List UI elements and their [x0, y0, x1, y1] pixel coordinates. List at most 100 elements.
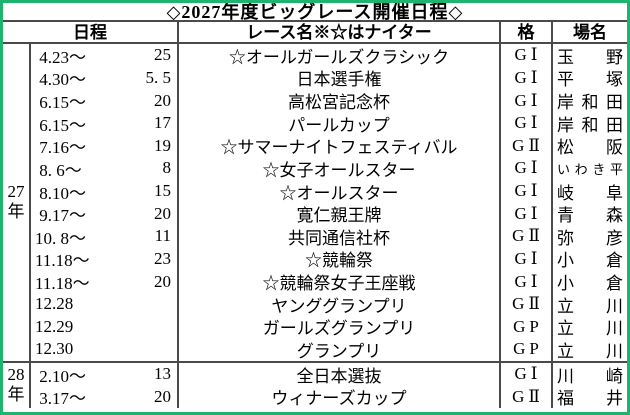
venue-name: 岸和田 [557, 115, 623, 135]
race-cell: ヤンググランプリ [177, 292, 499, 316]
race-cell: ☆女子オールスター [177, 157, 499, 180]
date-start: 3.17～ [35, 389, 86, 409]
race-name: ヤンググランプリ [271, 296, 407, 316]
schedule-row: 9.17～ 20 寛仁親王牌 GⅠ 青森 [31, 202, 627, 225]
date-end: 20 [154, 271, 171, 291]
date-end: 20 [154, 203, 171, 223]
venue-name: 弥彦 [557, 228, 623, 248]
grade-label: GⅠ [514, 90, 542, 110]
venue-cell: 川崎 [551, 362, 627, 386]
venue-cell: 小倉 [551, 247, 627, 270]
venue-cell: 立川 [551, 292, 627, 316]
race-cell: ☆競輪祭 [177, 247, 499, 271]
rows-container: 2.10～ 13 全日本選抜 GⅠ 川崎 3.17～ 20 ウィナーズカップ G… [29, 362, 627, 409]
race-cell: ☆競輪祭女子王座戦 [177, 270, 499, 293]
race-cell: ☆オールガールズクラシック [177, 44, 499, 67]
race-cell: パールカップ [177, 111, 499, 135]
date-start: 12.28 [35, 294, 74, 314]
grade-cell: GⅡ [499, 134, 551, 158]
date-start: 8.10～ [35, 183, 86, 203]
venue-cell: 小倉 [551, 270, 627, 293]
date-end: 11 [154, 226, 171, 246]
grade-cell: GⅠ [499, 179, 551, 203]
schedule-row: 10. 8～ 11 共同通信社杯 GⅡ 弥彦 [31, 225, 627, 248]
rows-container: 4.23～ 25 ☆オールガールズクラシック GⅠ 玉野 4.30～ 5. 5 … [29, 44, 627, 361]
schedule-row: 2.10～ 13 全日本選抜 GⅠ 川崎 [31, 362, 627, 386]
grade-cell: GⅠ [499, 362, 551, 386]
date-cell: 4.30～ 5. 5 [31, 65, 177, 90]
venue-name: 立川 [557, 296, 623, 316]
race-cell: 共同通信社杯 [177, 225, 499, 248]
year-section: 28年 2.10～ 13 全日本選抜 GⅠ 川崎 3.17～ 20 ウィナーズカ… [3, 360, 627, 409]
venue-cell: 平塚 [551, 66, 627, 90]
schedule-row: 8.10～ 15 ☆オールスター GⅠ 岐阜 [31, 179, 627, 203]
race-name: ガールズグランプリ [262, 319, 416, 339]
date-start: 2.10～ [35, 366, 86, 386]
venue-name: 青森 [557, 206, 623, 226]
race-cell: ☆オールスター [177, 179, 499, 203]
date-cell: 7.16～ 19 [31, 133, 177, 158]
venue-cell: 立川 [551, 315, 627, 338]
grade-label: GⅠ [514, 271, 542, 291]
race-name: 共同通信社杯 [288, 228, 390, 248]
race-name: 日本選手権 [296, 70, 382, 90]
date-start: 9.17～ [35, 206, 86, 226]
grade-cell: GⅠ [499, 89, 551, 112]
grade-label: GⅠ [514, 248, 542, 268]
date-cell: 12.28 [31, 294, 177, 314]
header-venue: 場名 [551, 22, 627, 42]
date-cell: 6.15～ 17 [31, 111, 177, 136]
date-end: 15 [154, 181, 171, 201]
venue-cell: 松阪 [551, 134, 627, 157]
race-name: ☆オールガールズクラシック [228, 47, 450, 67]
venue-cell: 岐阜 [551, 179, 627, 203]
venue-name: 立川 [557, 341, 623, 361]
schedule-row: 12.29 ガールズグランプリ GP 立川 [31, 315, 627, 339]
date-cell: 9.17～ 20 [31, 201, 177, 226]
date-end: 20 [154, 386, 171, 406]
year-section: 27年 4.23～ 25 ☆オールガールズクラシック GⅠ 玉野 4.30～ 5… [3, 44, 627, 361]
grade-label: GⅡ [512, 294, 544, 314]
race-name: ☆オールスター [279, 183, 399, 203]
schedule-row: 11.18～ 23 ☆競輪祭 GⅠ 小倉 [31, 247, 627, 271]
venue-name: 平塚 [557, 70, 623, 90]
year-label: 27年 [7, 182, 25, 222]
grade-cell: GⅠ [499, 247, 551, 271]
header-race: レース名※☆はナイター [177, 22, 499, 42]
schedule-row: 12.30 グランプリ GP 立川 [31, 338, 627, 361]
table-header-row: 日程 レース名※☆はナイター 格 場名 [3, 22, 627, 44]
venue-cell: いわき平 [551, 157, 627, 180]
date-cell: 10. 8～ 11 [31, 224, 177, 249]
grade-cell: GP [499, 338, 551, 361]
venue-cell: 岸和田 [551, 89, 627, 112]
grade-cell: GⅡ [499, 385, 551, 408]
table-body: 27年 4.23～ 25 ☆オールガールズクラシック GⅠ 玉野 4.30～ 5… [3, 44, 627, 408]
grade-label: GⅡ [512, 386, 544, 406]
race-name: パールカップ [288, 115, 390, 135]
date-end: 13 [154, 364, 171, 384]
venue-name: 岐阜 [557, 183, 623, 203]
schedule-row: 6.15～ 20 高松宮記念杯 GⅠ 岸和田 [31, 89, 627, 112]
date-end: 25 [154, 45, 171, 65]
grade-cell: GⅠ [499, 66, 551, 90]
date-end: 23 [154, 248, 171, 268]
schedule-row: 7.16～ 19 ☆サマーナイトフェスティバル GⅡ 松阪 [31, 133, 627, 158]
grade-label: GⅠ [514, 203, 542, 223]
venue-cell: 弥彦 [551, 225, 627, 248]
year-label: 28年 [7, 365, 25, 405]
schedule-row: 11.18～ 20 ☆競輪祭女子王座戦 GⅠ 小倉 [31, 270, 627, 293]
race-name: ウィナーズカップ [271, 389, 407, 408]
race-cell: 全日本選抜 [177, 362, 499, 386]
race-cell: ガールズグランプリ [177, 315, 499, 339]
date-start: 4.23～ [35, 47, 86, 67]
venue-cell: 玉野 [551, 44, 627, 67]
race-name: ☆サマーナイトフェスティバル [220, 138, 458, 158]
venue-name: 福井 [557, 389, 623, 409]
date-end: 17 [154, 113, 171, 133]
date-start: 8. 6～ [35, 160, 82, 180]
grade-cell: GⅠ [499, 270, 551, 293]
date-cell: 8. 6～ 8 [31, 156, 177, 181]
grade-cell: GⅠ [499, 111, 551, 135]
schedule-row: 6.15～ 17 パールカップ GⅠ 岸和田 [31, 111, 627, 136]
schedule-row: 4.30～ 5. 5 日本選手権 GⅠ 平塚 [31, 65, 627, 90]
